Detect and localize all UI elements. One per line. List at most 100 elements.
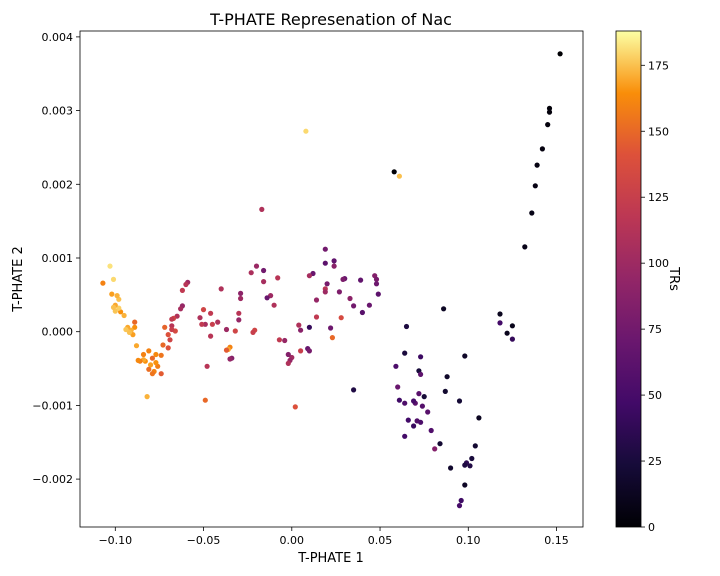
x-tick-label: 0.05	[368, 534, 393, 547]
colorbar-tick-label: 125	[648, 191, 669, 204]
scatter-point	[100, 280, 106, 286]
scatter-point	[421, 394, 427, 400]
scatter-point	[467, 463, 473, 469]
scatter-point	[432, 446, 438, 452]
scatter-point	[444, 374, 450, 380]
y-tick-label: 0.003	[42, 105, 74, 118]
scatter-point	[275, 275, 281, 281]
scatter-point	[199, 321, 205, 327]
scatter-point	[504, 330, 510, 336]
scatter-point	[395, 384, 401, 390]
scatter-point	[411, 423, 417, 429]
scatter-point	[331, 263, 337, 269]
scatter-point	[123, 326, 129, 333]
x-tick-label: 0.15	[544, 534, 569, 547]
scatter-point	[402, 350, 408, 356]
scatter-point	[306, 348, 312, 354]
scatter-point	[209, 321, 215, 327]
scatter-point	[227, 356, 233, 362]
scatter-point	[448, 465, 454, 471]
scatter-point	[358, 277, 364, 283]
scatter-point	[313, 314, 320, 320]
scatter-point	[167, 337, 173, 343]
scatter-point	[126, 329, 132, 335]
scatter-point	[373, 281, 380, 287]
scatter-point	[253, 263, 260, 269]
scatter-point	[202, 397, 208, 403]
scatter-point	[169, 316, 175, 322]
scatter-point	[418, 354, 424, 360]
scatter-point	[285, 351, 291, 358]
y-tick-label: 0.001	[42, 252, 74, 265]
x-tick-label: 0.10	[456, 534, 481, 547]
scatter-point	[375, 291, 381, 297]
scatter-point	[462, 482, 468, 488]
scatter-point	[322, 260, 328, 266]
scatter-point	[497, 311, 503, 317]
colorbar-gradient	[616, 31, 641, 527]
scatter-point	[107, 263, 113, 269]
scatter-point	[114, 293, 120, 299]
scatter-point	[324, 281, 330, 287]
scatter-point	[232, 328, 238, 334]
scatter-point	[539, 146, 546, 152]
scatter-point	[416, 391, 422, 397]
scatter-point	[428, 427, 434, 434]
scatter-point	[497, 320, 503, 326]
scatter-point	[276, 337, 282, 343]
scatter-point	[418, 371, 424, 377]
scatter-point	[298, 348, 304, 354]
scatter-point	[165, 345, 171, 351]
scatter-point	[148, 362, 154, 368]
scatter-point	[411, 398, 417, 404]
y-tick-label: 0.004	[42, 31, 74, 44]
scatter-point	[153, 351, 159, 358]
scatter-point	[259, 206, 265, 212]
scatter-point	[236, 317, 242, 323]
scatter-point	[271, 302, 277, 308]
points-layer	[100, 51, 563, 509]
scatter-point	[292, 404, 298, 410]
scatter-point	[419, 403, 425, 409]
scatter-point	[472, 443, 478, 449]
scatter-point	[437, 441, 443, 447]
scatter-point	[149, 355, 155, 361]
scatter-point	[116, 305, 122, 311]
scatter-point	[223, 326, 230, 333]
colorbar-tick-label: 75	[648, 323, 662, 336]
scatter-point	[338, 315, 344, 321]
scatter-point	[351, 387, 357, 393]
x-tick-label: 0.00	[280, 534, 305, 547]
scatter-point	[146, 348, 152, 354]
scatter-point	[285, 360, 291, 366]
chart-title: T-PHATE Represenation of Nac	[209, 10, 452, 29]
scatter-point	[391, 169, 397, 175]
scatter-point	[223, 347, 230, 353]
y-tick-label: 0.000	[42, 326, 74, 339]
scatter-point	[509, 323, 515, 329]
scatter-point	[149, 371, 155, 377]
scatter-point	[110, 304, 117, 310]
scatter-point	[359, 309, 365, 316]
scatter-point	[441, 306, 447, 312]
x-tick-label: −0.10	[98, 534, 132, 547]
scatter-point	[403, 323, 410, 330]
scatter-point	[169, 323, 175, 329]
x-axis-label: T-PHATE 1	[297, 551, 364, 566]
x-axis: −0.10 −0.05 0.00 0.05 0.10 0.15	[98, 527, 569, 547]
scatter-point	[557, 51, 563, 57]
scatter-point	[248, 270, 254, 276]
scatter-point	[347, 295, 353, 302]
scatter-point	[261, 279, 267, 285]
scatter-point	[197, 315, 203, 321]
colorbar-tick-label: 100	[648, 257, 669, 270]
scatter-point	[200, 307, 207, 313]
scatter-point	[322, 289, 328, 295]
scatter-point	[178, 306, 184, 312]
scatter-point	[109, 291, 115, 297]
colorbar-tick-label: 50	[648, 389, 662, 402]
scatter-point	[238, 290, 244, 296]
scatter-point	[546, 109, 553, 115]
scatter-point	[303, 128, 309, 134]
